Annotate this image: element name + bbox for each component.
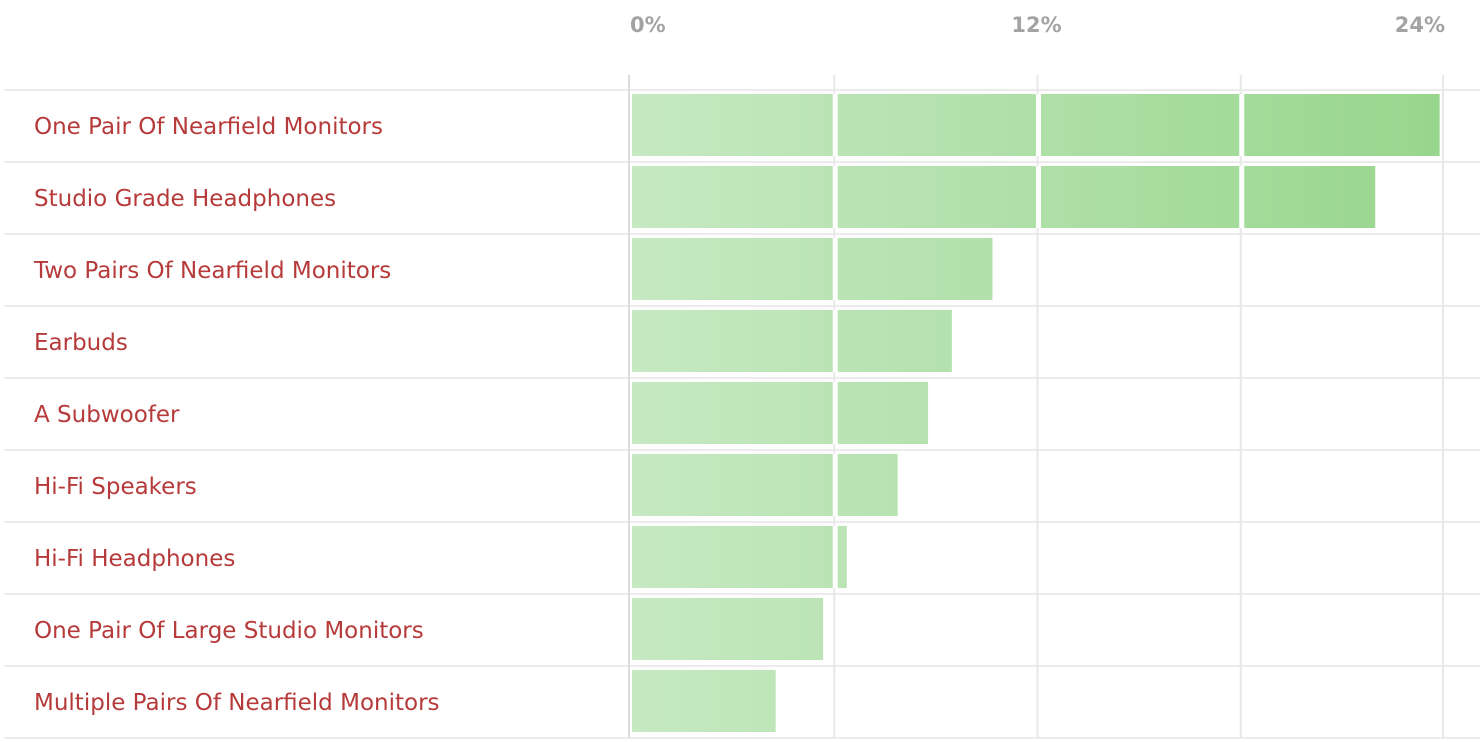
bar-rect <box>632 526 847 588</box>
x-tick-label: 12% <box>1011 13 1061 37</box>
bar[interactable] <box>632 94 1440 156</box>
bar[interactable] <box>632 670 776 732</box>
bar-rect <box>632 598 824 660</box>
category-label: Two Pairs Of Nearfield Monitors <box>33 258 391 284</box>
category-labels: One Pair Of Nearfield Monitors Studio Gra… <box>33 114 440 716</box>
bar-rect <box>632 454 898 516</box>
category-label: One Pair Of Nearfield Monitors <box>34 114 383 140</box>
category-label: Studio Grade Headphones <box>34 186 336 212</box>
bar[interactable] <box>632 166 1376 228</box>
bar[interactable] <box>632 598 824 660</box>
category-label: One Pair Of Large Studio Monitors <box>34 618 424 644</box>
category-label: Earbuds <box>34 330 128 356</box>
bar-rect <box>632 310 952 372</box>
category-label: A Subwoofer <box>34 402 180 428</box>
bar[interactable] <box>632 382 929 444</box>
bar[interactable] <box>632 310 952 372</box>
bar-rect <box>632 166 1376 228</box>
bar-rect <box>632 670 776 732</box>
x-tick-label: 0% <box>630 13 666 37</box>
bar-rect <box>632 238 993 300</box>
bars <box>632 94 1440 732</box>
category-label: Hi-Fi Speakers <box>34 474 197 500</box>
category-label: Hi-Fi Headphones <box>34 546 235 572</box>
bar[interactable] <box>632 526 847 588</box>
x-axis-ticks: 0% 12% 24% <box>630 13 1445 37</box>
bar[interactable] <box>632 454 898 516</box>
bar-rect <box>632 94 1440 156</box>
bar[interactable] <box>632 238 993 300</box>
bar-rect <box>632 382 929 444</box>
category-label: Multiple Pairs Of Nearfield Monitors <box>34 690 440 716</box>
x-tick-label: 24% <box>1395 13 1445 37</box>
